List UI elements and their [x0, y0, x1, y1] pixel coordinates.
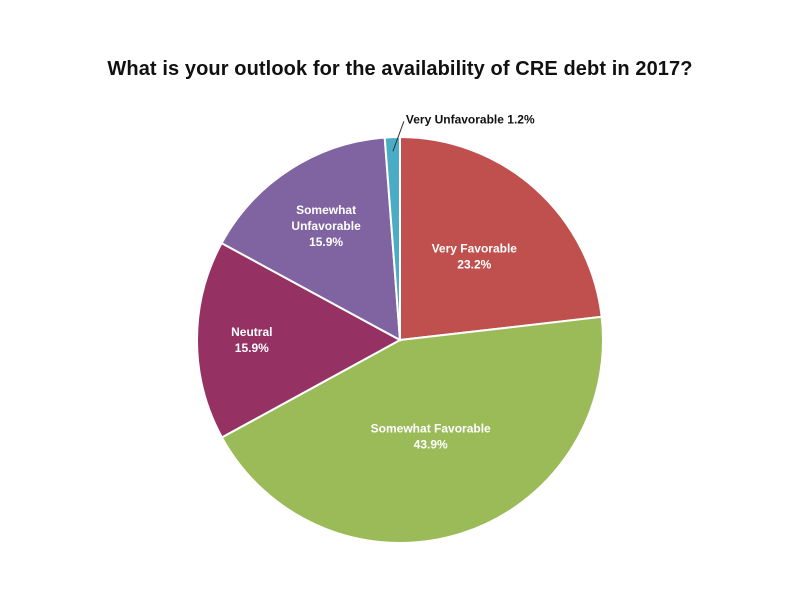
slice-somewhat-favorable	[220, 315, 604, 544]
data-label-somewhat-favorable: Somewhat Favorable 43.9%	[371, 422, 491, 452]
slice-very-favorable	[399, 135, 603, 342]
pie-slices	[195, 135, 604, 544]
leader-line-very-unfavorable	[392, 121, 405, 152]
slice-somewhat-unfavorable	[220, 136, 402, 342]
slice-neutral	[195, 241, 403, 439]
data-label-neutral: Neutral 15.9%	[231, 325, 272, 355]
data-label-very-unfavorable: Very Unfavorable 1.2%	[406, 112, 535, 126]
chart-title: What is your outlook for the availabilit…	[107, 58, 693, 80]
data-label-very-favorable: Very Favorable 23.2%	[432, 242, 518, 272]
pie-labels: Very Favorable 23.2% Somewhat Favorable 43.…	[231, 112, 535, 451]
data-label-somewhat-unfavorable: Somewhat Unfavorable 15.9%	[291, 203, 361, 249]
slice-very-unfavorable	[383, 135, 401, 341]
